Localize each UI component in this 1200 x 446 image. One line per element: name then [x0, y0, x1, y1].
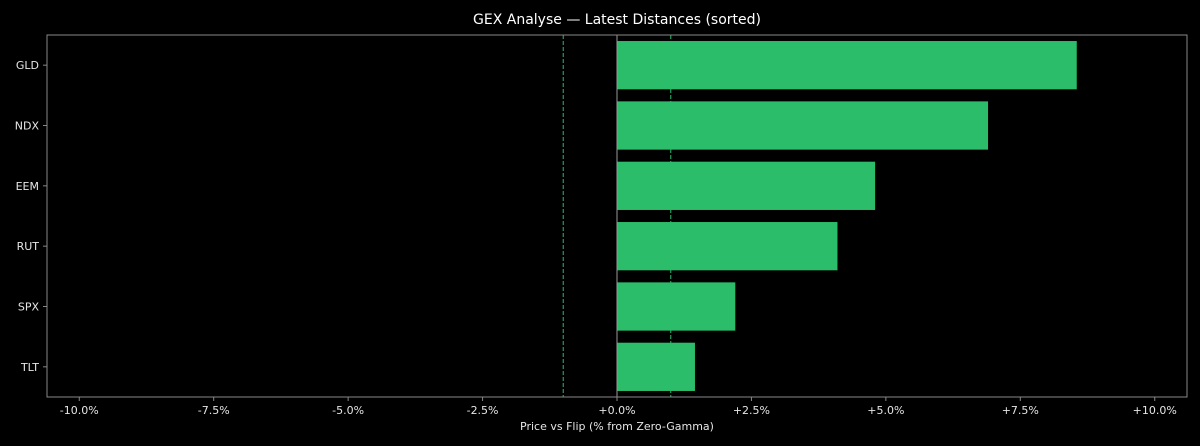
x-tick-label: -2.5%	[467, 404, 499, 417]
bar-tlt	[617, 342, 695, 391]
y-tick-label: SPX	[18, 301, 40, 314]
x-tick-label: +10.0%	[1133, 404, 1177, 417]
x-tick-label: +0.0%	[598, 404, 635, 417]
bar-ndx	[617, 101, 989, 150]
x-axis-label: Price vs Flip (% from Zero-Gamma)	[520, 420, 714, 433]
y-tick-label: TLT	[20, 361, 39, 374]
x-tick-label: -7.5%	[198, 404, 230, 417]
x-tick-label: +2.5%	[733, 404, 770, 417]
bar-spx	[617, 282, 736, 331]
y-tick-label: EEM	[16, 180, 39, 193]
bar-gld	[617, 41, 1077, 90]
plot-area: GLD NDX EEM RUT SPX TLT -10.0% -7.5% -5.0% -2.5% +…	[15, 34, 1188, 417]
bar-eem	[617, 161, 876, 210]
y-tick-label: RUT	[17, 240, 40, 253]
x-tick-label: +5.0%	[867, 404, 904, 417]
x-tick-label: -10.0%	[60, 404, 99, 417]
y-tick-label: NDX	[15, 120, 40, 133]
chart-title: GEX Analyse — Latest Distances (sorted)	[473, 12, 761, 28]
x-tick-label: -5.0%	[332, 404, 364, 417]
y-tick-label: GLD	[16, 59, 39, 72]
x-tick-label: +7.5%	[1002, 404, 1039, 417]
bar-rut	[617, 222, 838, 271]
